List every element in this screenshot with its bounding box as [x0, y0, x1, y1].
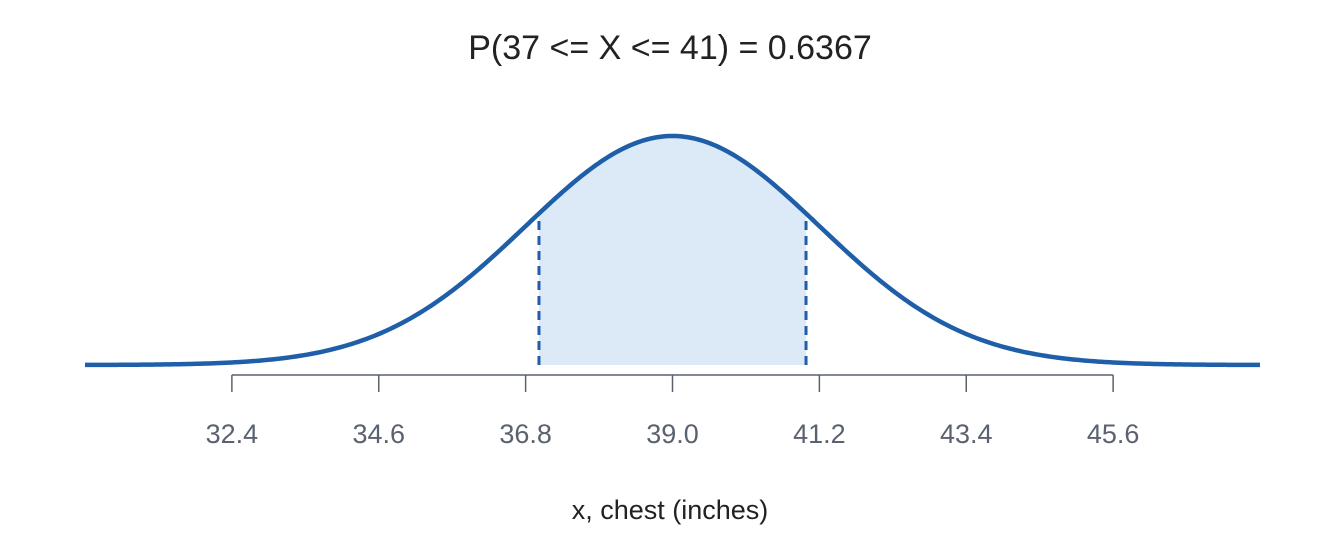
- x-tick-label: 39.0: [646, 419, 699, 449]
- shaded-area: [538, 136, 807, 365]
- x-tick-label: 45.6: [1087, 419, 1140, 449]
- x-tick-label: 36.8: [499, 419, 552, 449]
- x-tick-label: 43.4: [940, 419, 993, 449]
- x-tick-label: 41.2: [793, 419, 846, 449]
- chart-title: P(37 <= X <= 41) = 0.6367: [468, 29, 872, 67]
- x-tick-label: 34.6: [352, 419, 405, 449]
- x-axis-label: x, chest (inches): [572, 495, 769, 525]
- density-curve: [84, 133, 1261, 368]
- x-tick-label: 32.4: [206, 419, 259, 449]
